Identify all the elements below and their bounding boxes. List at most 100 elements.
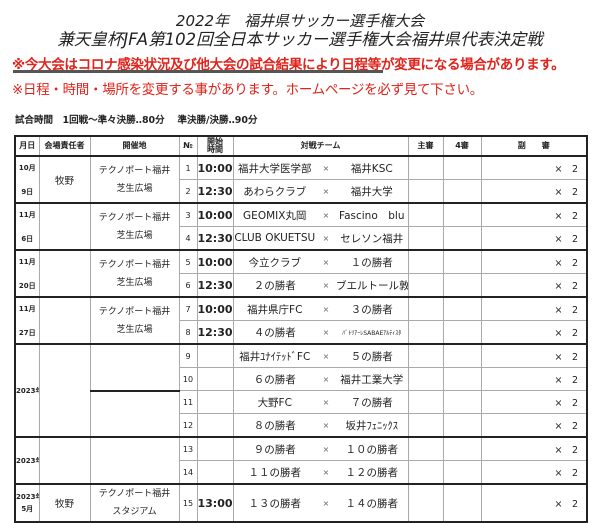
- notice-schedule-change: ※日程・時間・場所を変更する事があります。ホームページを必ず見て下さい。: [12, 82, 483, 98]
- referee-cell: [407, 273, 444, 298]
- fourth-official-cell: [443, 460, 482, 485]
- venue: [89, 436, 180, 485]
- kickoff-time: 12:30: [196, 226, 234, 251]
- table-row: 4 12:30 CLUB OKUETSU × セレソン福井 × 2: [15, 226, 588, 251]
- venue: テクノポート福井 芝生広場: [89, 249, 180, 298]
- match-number: 8: [178, 320, 198, 345]
- venue-manager: [38, 296, 91, 345]
- home-team: 福井県庁FC: [232, 296, 316, 321]
- away-team: ﾊﾞﾄﾘｱｰﾚSABAEｱﾙﾃｨｽﾀ: [336, 320, 409, 345]
- match-number: 5: [178, 249, 198, 274]
- header-fourth: 4審: [442, 135, 482, 157]
- referee-cell: [407, 413, 444, 438]
- referee-cell: [407, 390, 444, 414]
- match-number: 10: [178, 367, 198, 391]
- match-date: 2023年: [14, 343, 40, 438]
- match-number: 4: [178, 226, 198, 251]
- venue-manager: 牧野: [38, 155, 91, 204]
- header-venue: 開催地: [89, 135, 180, 157]
- referee-cell: [407, 155, 444, 180]
- assistant-referee-cell: × 2: [480, 460, 588, 485]
- referee-cell: [407, 367, 444, 391]
- table-row: 10月 9日 牧野 テクノポート福井 芝生広場 1 10:00 福井大学医学部 × 福井KSC × …: [14, 155, 588, 204]
- match-number: 3: [178, 202, 198, 227]
- kickoff-time: 12:30: [196, 320, 234, 345]
- away-team: 福井KSC: [336, 155, 409, 180]
- assistant-referee-cell: × 2: [480, 320, 588, 345]
- fourth-official-cell: [443, 155, 482, 180]
- kickoff-time: [196, 367, 234, 391]
- match-date: 11月 27日: [14, 296, 40, 345]
- table-row: 12 ８の勝者 × 坂井ﾌｪﾆｯｸｽ × 2: [15, 413, 588, 438]
- home-team: ４の勝者: [232, 320, 316, 345]
- kickoff-time: [196, 436, 234, 461]
- fourth-official-cell: [443, 179, 482, 204]
- home-team: 今立クラブ: [232, 249, 316, 274]
- home-team: CLUB OKUETSU: [232, 226, 316, 251]
- home-team: 大野FC: [232, 390, 316, 414]
- venue-manager: [38, 343, 91, 438]
- versus-mark: ×: [316, 249, 336, 274]
- referee-cell: [407, 296, 444, 321]
- venue-manager: [38, 249, 91, 298]
- header-manager: 会場責任者: [38, 135, 91, 157]
- versus-mark: ×: [316, 343, 336, 368]
- assistant-referee-cell: × 2: [480, 249, 588, 274]
- match-date: 10月 9日: [14, 155, 40, 204]
- match-time-info: 試合時間 1回戦～準々決勝‥80分 準決勝/決勝‥90分: [15, 115, 258, 126]
- fourth-official-cell: [443, 226, 482, 251]
- assistant-referee-cell: × 2: [480, 179, 588, 204]
- table-row: 11 大野FC × ７の勝者 × 2: [15, 389, 588, 438]
- away-team: ３の勝者: [336, 296, 409, 321]
- away-team: 福井工業大学: [336, 367, 409, 391]
- home-team: あわらクラブ: [232, 179, 316, 204]
- notice-covid: ※今大会はコロナ感染状況及び他大会の試合結果により日程等が変更になる場合がありま…: [12, 57, 565, 73]
- away-team: ブエルトール敦賀: [336, 273, 409, 298]
- header-assistant: 副 審: [480, 135, 588, 157]
- assistant-referee-cell: × 2: [480, 226, 588, 251]
- away-team: １４の勝者: [336, 483, 409, 523]
- kickoff-time: 10:00: [196, 296, 234, 321]
- assistant-referee-cell: × 2: [480, 436, 588, 461]
- fourth-official-cell: [443, 320, 482, 345]
- match-date: 2023年5月: [14, 483, 40, 523]
- header-time: 開始 時間: [196, 135, 234, 157]
- match-number: 12: [178, 413, 198, 438]
- table-row: 2023年5月牧野テクノポート福井スタジアム1513:00１３の勝者×１４の勝者…: [14, 483, 588, 523]
- venue-manager: [38, 202, 91, 251]
- referee-cell: [407, 179, 444, 204]
- match-number: 15: [178, 483, 198, 523]
- versus-mark: ×: [316, 460, 336, 485]
- header-row: 月日 会場責任者 開催地 № 開始 時間 対戦チーム 主審 4審 副 審: [14, 135, 588, 157]
- kickoff-time: 10:00: [196, 155, 234, 180]
- fourth-official-cell: [443, 483, 482, 523]
- notice-underline: [13, 70, 383, 73]
- kickoff-time: [196, 390, 234, 414]
- assistant-referee-cell: × 2: [480, 483, 588, 523]
- fourth-official-cell: [443, 413, 482, 438]
- header-date: 月日: [14, 135, 40, 157]
- referee-cell: [407, 460, 444, 485]
- referee-cell: [407, 226, 444, 251]
- referee-cell: [407, 249, 444, 274]
- versus-mark: ×: [316, 436, 336, 461]
- versus-mark: ×: [316, 367, 336, 391]
- versus-mark: ×: [316, 413, 336, 438]
- versus-mark: ×: [316, 390, 336, 414]
- kickoff-time: 10:00: [196, 202, 234, 227]
- away-team: １の勝者: [336, 249, 409, 274]
- kickoff-time: [196, 460, 234, 485]
- match-date: 11月 6日: [14, 202, 40, 251]
- away-team: セレソン福井: [336, 226, 409, 251]
- match-number: 13: [178, 436, 198, 461]
- venue: テクノポート福井 芝生広場: [89, 202, 180, 251]
- match-date: 2023年: [14, 436, 40, 485]
- referee-cell: [407, 320, 444, 345]
- home-team: ８の勝者: [232, 413, 316, 438]
- table-row: 2 12:30 あわらクラブ × 福井大学 × 2: [15, 179, 588, 204]
- match-number: 9: [178, 343, 198, 368]
- venue: [89, 343, 180, 391]
- referee-cell: [407, 483, 444, 523]
- versus-mark: ×: [316, 202, 336, 227]
- assistant-referee-cell: × 2: [480, 296, 588, 321]
